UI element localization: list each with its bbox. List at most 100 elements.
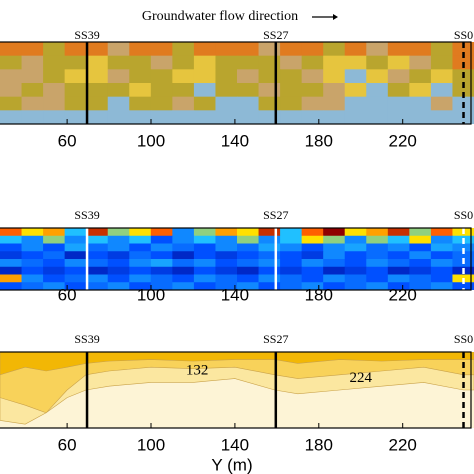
heatmap-cell [409,266,432,275]
x-tick-label: 60 [58,285,77,304]
heatmap-cell [387,55,410,70]
heatmap-cell [21,55,44,70]
heatmap-cell [409,251,432,260]
heatmap-cell [258,251,281,260]
heatmap-cell [280,259,303,268]
heatmap-cell [64,110,87,124]
heatmap-cell [172,55,195,70]
heatmap-cell [409,274,432,283]
heatmap-cell [215,110,238,124]
heatmap-cell [150,228,173,237]
heatmap-cell [387,83,410,98]
heatmap-cell [344,251,367,260]
heatmap-cell [258,282,281,290]
heatmap-cell [150,274,173,283]
heatmap-cell [86,274,109,283]
heatmap-cell [366,274,389,283]
heatmap-cell [64,69,87,84]
heatmap-cell [409,282,432,290]
heatmap-cell [301,251,324,260]
heatmap-cell [43,235,66,244]
heatmap-cell [237,274,260,283]
heatmap-cell [64,259,87,268]
heatmap-cell [323,282,346,290]
heatmap-cell [409,228,432,237]
heatmap-cell [172,259,195,268]
heatmap-cell [107,259,130,268]
heatmap-cell [430,228,453,237]
x-tick-label: 140 [221,131,249,150]
heatmap-cell [301,69,324,84]
heatmap-cell [64,243,87,252]
heatmap-cell [452,251,474,260]
heatmap-cell [387,251,410,260]
heatmap-cell [129,259,152,268]
heatmap-cell [409,55,432,70]
heatmap-cell [172,228,195,237]
heatmap-cell [107,282,130,290]
heatmap-cell [366,83,389,98]
well-label: SS27 [263,28,288,42]
heatmap-cell [409,96,432,111]
heatmap-cell [409,243,432,252]
heatmap-cell [129,282,152,290]
heatmap-cell [0,282,23,290]
heatmap-cell [301,83,324,98]
heatmap-cell [280,83,303,98]
heatmap-cell [215,274,238,283]
heatmap-cell [107,274,130,283]
heatmap-cell [86,69,109,84]
well-label: SS39 [74,28,99,42]
heatmap-cell [344,274,367,283]
x-tick-label: 60 [58,435,77,454]
heatmap-cell [409,69,432,84]
x-tick-label: 220 [389,435,417,454]
heatmap-cell [237,259,260,268]
heatmap-cell [129,42,152,57]
heatmap-cell [237,228,260,237]
heatmap-cell [430,259,453,268]
heatmap-cell [43,42,66,57]
heatmap-cell [86,96,109,111]
heatmap-cell [215,251,238,260]
x-tick-label: 180 [305,131,333,150]
heatmap-cell [107,110,130,124]
contour-label: 132 [186,362,209,378]
heatmap-cell [129,235,152,244]
heatmap-cell [107,96,130,111]
heatmap-cell [43,243,66,252]
x-tick-label: 180 [305,285,333,304]
heatmap-cell [215,69,238,84]
heatmap-cell [323,96,346,111]
heatmap-cell [344,83,367,98]
heatmap-cell [193,83,216,98]
heatmap-cell [107,266,130,275]
heatmap-cell [430,243,453,252]
heatmap-cell [21,235,44,244]
heatmap-cell [366,235,389,244]
heatmap-cell [172,266,195,275]
heatmap-cell [150,69,173,84]
heatmap-cell [86,259,109,268]
heatmap-cell [344,266,367,275]
heatmap-cell [43,274,66,283]
heatmap-cell [237,266,260,275]
heatmap-cell [150,55,173,70]
heatmap-cell [258,69,281,84]
heatmap-cell [323,55,346,70]
heatmap-cell [366,259,389,268]
heatmap-cell [366,228,389,237]
heatmap-cell [86,83,109,98]
heatmap-cell [344,243,367,252]
heatmap-cell [452,282,474,290]
plot-area [0,352,474,428]
heatmap-cell [215,228,238,237]
heatmap-cell [258,266,281,275]
heatmap-cell [301,243,324,252]
heatmap-cell [107,243,130,252]
heatmap-cell [366,110,389,124]
x-tick-label: 100 [137,131,165,150]
heatmap-cell [280,228,303,237]
heatmap-cell [21,69,44,84]
contour-area [0,352,474,376]
